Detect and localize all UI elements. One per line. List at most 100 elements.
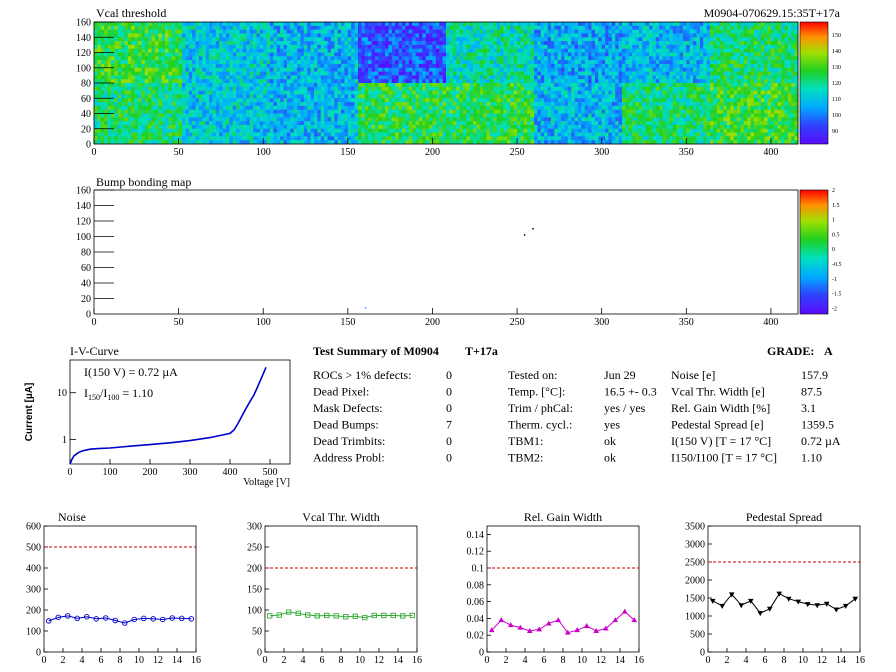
data-point (46, 618, 52, 624)
vcal-width-chart: Vcal Thr. Width 0 2 4 6 8 10 12 14 16 0 50 100 150 200… (247, 510, 422, 666)
y-tick-label: 3000 (685, 540, 705, 551)
x-tick-label: 300 (594, 147, 609, 158)
x-tick-label: 10 (798, 655, 808, 666)
roc-block (622, 22, 711, 84)
data-point (140, 615, 147, 622)
y-tick-label: 0.06 (467, 597, 485, 608)
plot-frame (264, 525, 418, 653)
y-tick-label: 160 (76, 18, 91, 29)
y-tick-label: 1 (62, 435, 67, 446)
x-tick-label: 150 (340, 147, 355, 158)
data-point (343, 614, 349, 620)
summary-result-value: 87.5 (801, 385, 822, 399)
y-tick-label: 80 (81, 248, 91, 259)
data-point (507, 622, 514, 628)
y-tick-label: 2000 (685, 576, 705, 587)
x-tick-label: 16 (191, 655, 201, 666)
small-chart-title: Rel. Gain Width (524, 510, 602, 524)
data-point (55, 614, 62, 621)
data-point (131, 616, 137, 623)
y-tick-label: 20 (81, 124, 91, 135)
x-tick-label: 12 (817, 655, 827, 666)
x-tick-label: 4 (523, 655, 528, 666)
y-tick-label: 50 (252, 627, 262, 638)
data-point (593, 628, 600, 633)
summary-defect-label: Dead Trimbits: (313, 434, 385, 448)
data-point (64, 613, 71, 619)
summary-test-value: ok (604, 451, 616, 465)
y-tick-label: 150 (247, 585, 262, 596)
data-point (498, 617, 505, 623)
summary-title: Test Summary of M0904 (313, 344, 439, 358)
y-tick-label: 20 (81, 294, 91, 305)
y-tick-label: 0.14 (467, 530, 485, 541)
palette-label: -2 (832, 306, 837, 312)
data-point (286, 609, 292, 615)
y-tick-label: 60 (81, 263, 91, 274)
y-tick-label: 200 (26, 606, 41, 617)
palette-label: -0.5 (832, 262, 842, 268)
threshold-color-palette (799, 21, 829, 145)
x-tick-label: 100 (103, 467, 118, 478)
data-point (188, 616, 194, 622)
y-tick-label: 40 (81, 109, 91, 120)
iv-xlabel: Voltage [V] (243, 477, 290, 488)
x-tick-label: 300 (183, 467, 198, 478)
y-tick-label: 0.08 (467, 580, 485, 591)
roc-block (270, 83, 359, 145)
data-point (814, 603, 821, 609)
series-line (48, 615, 192, 624)
summary-defect-value: 0 (446, 401, 452, 415)
data-point (400, 613, 406, 619)
x-tick-label: 0 (263, 655, 268, 666)
y-tick-label: 120 (76, 217, 91, 228)
threshold-title: Vcal threshold (96, 6, 166, 20)
data-point (74, 615, 80, 622)
y-tick-label: 40 (81, 279, 91, 290)
small-chart-title: Vcal Thr. Width (302, 510, 379, 524)
x-tick-label: 6 (763, 655, 768, 666)
x-tick-label: 8 (782, 655, 787, 666)
noise-chart: Noise 0 2 4 6 8 10 12 14 16 0 100 200 300 400 500 600 (26, 510, 201, 666)
summary-test-label: Therm. cycl.: (508, 418, 572, 432)
plot-frame (707, 525, 861, 653)
roc-block (94, 83, 183, 145)
module-id-label: M0904-070629.15:35T+17a (704, 6, 841, 20)
roc-block (446, 83, 535, 145)
data-point (324, 612, 330, 619)
y-tick-label: 0 (479, 648, 484, 659)
summary-result-label: I(150 V) [T = 17 °C] (671, 434, 771, 448)
x-tick-label: 10 (577, 655, 587, 666)
data-point (738, 603, 745, 609)
x-tick-label: 200 (425, 147, 440, 158)
data-point (564, 629, 571, 635)
palette-label: 110 (832, 97, 841, 103)
x-tick-label: 300 (594, 317, 609, 328)
gain-width-chart: Rel. Gain Width 0 2 4 6 8 10 12 14 16 0 0.02 0.04 0.0… (467, 510, 645, 666)
x-tick-label: 400 (223, 467, 238, 478)
x-tick-label: 14 (615, 655, 625, 666)
summary-test-label: TBM2: (508, 451, 543, 465)
x-tick-label: 8 (118, 655, 123, 666)
y-tick-label: 1500 (685, 594, 705, 605)
summary-defect-value: 0 (446, 385, 452, 399)
data-point (267, 613, 273, 619)
summary-test-label: Tested on: (508, 368, 557, 382)
data-point (488, 627, 495, 633)
y-tick-label: 80 (81, 79, 91, 90)
y-tick-label: 250 (247, 543, 262, 554)
summary-test-value: yes / yes (604, 401, 646, 415)
x-tick-label: 2 (282, 655, 287, 666)
y-tick-label: 60 (81, 94, 91, 105)
x-tick-label: 16 (412, 655, 422, 666)
x-tick-label: 2 (725, 655, 730, 666)
dead-bump-point (532, 227, 534, 230)
y-tick-label: 100 (76, 63, 91, 74)
x-tick-label: 100 (256, 147, 271, 158)
y-tick-label: 300 (247, 522, 262, 533)
iv-ylabel: Current [µA] (24, 383, 35, 442)
grade-value: A (824, 344, 833, 358)
x-tick-label: 8 (561, 655, 566, 666)
roc-block (182, 83, 271, 145)
data-point (159, 616, 166, 623)
